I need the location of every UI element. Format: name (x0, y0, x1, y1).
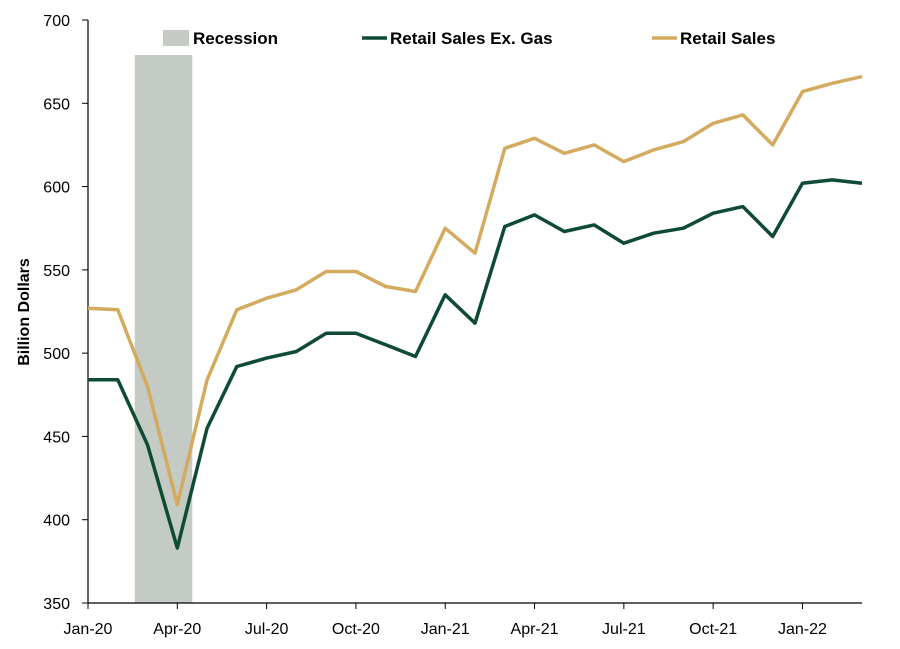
y-tick-label: 650 (43, 96, 70, 113)
x-tick-label: Jan-21 (421, 621, 470, 638)
legend-label-retail-sales-ex-gas: Retail Sales Ex. Gas (390, 29, 553, 48)
series-line-retail-sales (87, 74, 863, 507)
x-tick-label: Jan-20 (64, 621, 113, 638)
x-tick-label: Jul-21 (602, 621, 646, 638)
recession-band (134, 55, 193, 603)
x-tick-label: Apr-21 (511, 621, 559, 638)
y-axis-label: Billion Dollars (16, 258, 33, 366)
y-tick-label: 600 (43, 180, 70, 197)
y-tick-label: 500 (43, 346, 70, 363)
x-tick-label: Jan-22 (778, 621, 827, 638)
legend-swatch-recession (163, 30, 189, 46)
x-tick-label: Apr-20 (153, 621, 201, 638)
x-tick-label: Oct-21 (689, 621, 737, 638)
y-tick-label: 350 (43, 596, 70, 613)
x-tick-label: Oct-20 (332, 621, 380, 638)
legend-label-retail-sales: Retail Sales (680, 29, 775, 48)
y-tick-label: 550 (43, 263, 70, 280)
legend-label-recession: Recession (193, 29, 278, 48)
y-tick-label: 400 (43, 513, 70, 530)
y-tick-label: 450 (43, 429, 70, 446)
x-tick-label: Jul-20 (245, 621, 289, 638)
y-tick-label: 700 (43, 13, 70, 30)
series-line-retail-sales-ex-gas (88, 178, 863, 550)
